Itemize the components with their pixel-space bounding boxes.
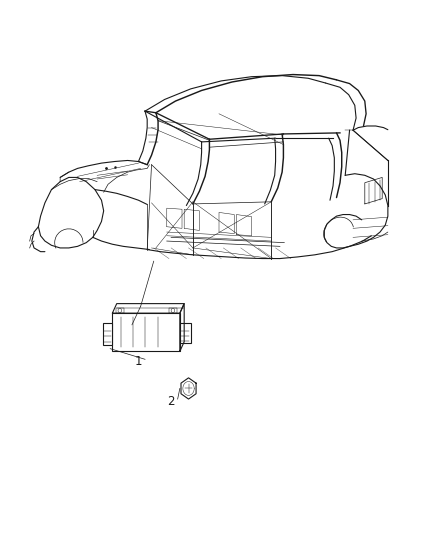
- Text: 2: 2: [167, 394, 175, 408]
- Text: 1: 1: [135, 356, 142, 368]
- Bar: [103, 322, 113, 345]
- Bar: [180, 323, 191, 343]
- Circle shape: [118, 309, 121, 313]
- Circle shape: [171, 309, 175, 313]
- Bar: [169, 308, 177, 313]
- Bar: [113, 313, 180, 351]
- Bar: [116, 308, 124, 313]
